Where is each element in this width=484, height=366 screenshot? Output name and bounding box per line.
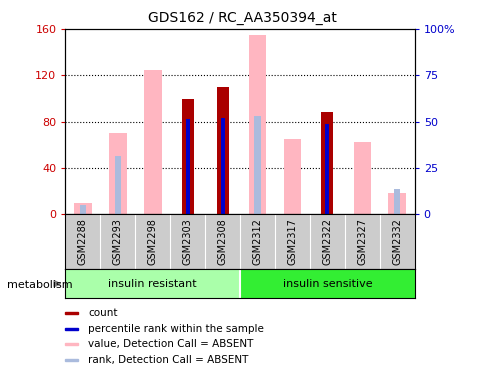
- Text: percentile rank within the sample: percentile rank within the sample: [88, 324, 263, 334]
- Text: GSM2288: GSM2288: [78, 218, 88, 265]
- Bar: [80, 205, 86, 214]
- Bar: [220, 118, 224, 214]
- Bar: [65, 343, 77, 345]
- Text: GSM2312: GSM2312: [252, 218, 262, 265]
- Bar: [115, 156, 121, 214]
- Bar: [65, 328, 77, 330]
- Bar: [65, 359, 77, 361]
- Text: rank, Detection Call = ABSENT: rank, Detection Call = ABSENT: [88, 355, 248, 365]
- Bar: [144, 70, 161, 214]
- Bar: [393, 189, 399, 214]
- Bar: [325, 124, 329, 214]
- Bar: [185, 119, 189, 214]
- Bar: [388, 193, 405, 214]
- Bar: [240, 269, 414, 298]
- Text: GSM2332: GSM2332: [392, 218, 401, 265]
- Bar: [74, 202, 91, 214]
- Text: GSM2293: GSM2293: [113, 218, 122, 265]
- Text: value, Detection Call = ABSENT: value, Detection Call = ABSENT: [88, 339, 253, 349]
- Text: count: count: [88, 308, 118, 318]
- Text: GSM2298: GSM2298: [148, 218, 157, 265]
- Bar: [181, 98, 194, 214]
- Bar: [65, 269, 240, 298]
- Text: metabolism: metabolism: [7, 280, 73, 290]
- Text: GSM2303: GSM2303: [182, 218, 192, 265]
- Text: GDS162 / RC_AA350394_at: GDS162 / RC_AA350394_at: [148, 11, 336, 25]
- Bar: [254, 116, 260, 214]
- Text: GSM2317: GSM2317: [287, 218, 297, 265]
- Text: GSM2308: GSM2308: [217, 218, 227, 265]
- Bar: [248, 35, 266, 214]
- Text: GSM2322: GSM2322: [322, 218, 332, 265]
- Bar: [216, 87, 228, 214]
- Bar: [353, 142, 370, 214]
- Bar: [320, 112, 333, 214]
- Text: insulin sensitive: insulin sensitive: [282, 279, 371, 289]
- Bar: [283, 139, 301, 214]
- Text: insulin resistant: insulin resistant: [108, 279, 197, 289]
- Text: GSM2327: GSM2327: [357, 218, 366, 265]
- Bar: [65, 312, 77, 314]
- Bar: [109, 133, 126, 214]
